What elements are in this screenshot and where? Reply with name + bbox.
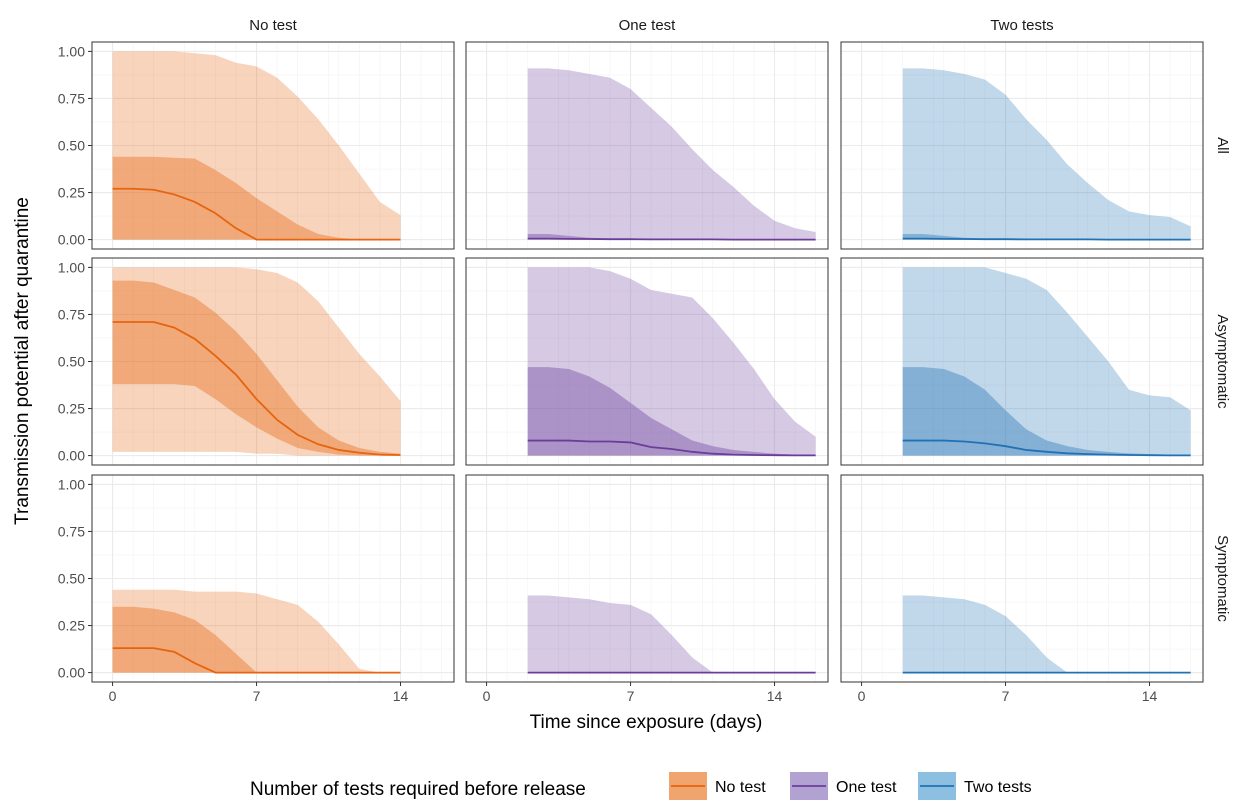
y-tick-label: 0.50: [58, 354, 85, 370]
y-tick-label: 1.00: [58, 43, 85, 59]
panel-border: [465, 41, 829, 250]
outer-interval-band: [902, 595, 1191, 673]
y-tick-label: 0.25: [58, 618, 85, 634]
legend-entry: One test: [790, 772, 897, 800]
y-tick-label: 0.75: [58, 90, 85, 106]
panel-border: [840, 257, 1204, 466]
x-tick-label: 0: [483, 688, 491, 704]
inner-interval-band: [112, 606, 401, 673]
legend-label: One test: [836, 779, 897, 796]
median-line: [112, 647, 401, 674]
outer-interval-band: [112, 267, 401, 456]
y-tick-label: 0.25: [58, 401, 85, 417]
panel-border: [840, 41, 1204, 250]
panel-border: [465, 474, 829, 683]
panel-border: [840, 474, 1204, 683]
facet-panel: [465, 257, 829, 466]
x-tick-label: 14: [1142, 688, 1158, 704]
median-line: [527, 439, 816, 457]
row-strip-label: Symptomatic: [1214, 535, 1231, 622]
outer-interval-band: [112, 51, 401, 240]
facet-panel: 0.00 0.25 0.50 0.75 1.00: [58, 257, 455, 466]
median-line: [902, 237, 1191, 241]
outer-interval-band: [902, 68, 1191, 240]
legend-entry: No test: [669, 772, 766, 800]
y-tick-label: 0.50: [58, 571, 85, 587]
outer-interval-band: [112, 589, 401, 673]
x-tick-label: 7: [253, 688, 261, 704]
median-line: [902, 439, 1191, 457]
inner-interval-band: [527, 367, 816, 456]
y-axis-title: Transmission potential after quarantine: [12, 197, 33, 525]
facet-panel: [840, 41, 1204, 250]
outer-interval-band: [527, 68, 816, 240]
x-tick-label: 0: [109, 688, 117, 704]
x-tick-label: 7: [1002, 688, 1010, 704]
y-tick-label: 1.00: [58, 259, 85, 275]
y-tick-label: 0.75: [58, 306, 85, 322]
facet-panel: [840, 257, 1204, 466]
median-line: [112, 321, 401, 456]
facet-panel: 0.00 0.25 0.50 0.75 1.00: [58, 41, 455, 250]
panel-grid: 0.00 0.25 0.50 0.75 1.00 0.00 0.25 0.50 0.75 1.00…: [58, 41, 1204, 704]
outer-interval-band: [527, 595, 816, 673]
x-axis-title: Time since exposure (days): [530, 712, 763, 733]
inner-interval-band: [112, 156, 401, 240]
column-strip-label: One test: [619, 17, 677, 34]
inner-interval-band: [527, 233, 816, 240]
y-tick-label: 0.00: [58, 232, 85, 248]
facet-panel: 0 7 14: [840, 474, 1204, 704]
x-tick-label: 0: [858, 688, 866, 704]
legend: Number of tests required before release N…: [250, 772, 1032, 800]
x-tick-label: 7: [627, 688, 635, 704]
row-strip-label: Asymptomatic: [1214, 314, 1231, 409]
facet-panel: [465, 41, 829, 250]
y-tick-label: 0.00: [58, 665, 85, 681]
median-line: [527, 237, 816, 241]
outer-interval-band: [902, 267, 1191, 456]
x-tick-label: 14: [393, 688, 409, 704]
column-strip-label: No test: [249, 17, 297, 34]
legend-label: No test: [715, 779, 766, 796]
y-tick-label: 1.00: [58, 476, 85, 492]
panel-border: [465, 257, 829, 466]
legend-entry: Two tests: [918, 772, 1032, 800]
inner-interval-band: [902, 233, 1191, 240]
column-strip-label: Two tests: [990, 17, 1053, 34]
y-tick-label: 0.00: [58, 448, 85, 464]
facet-panel: 0 7 14: [465, 474, 829, 704]
inner-interval-band: [112, 280, 401, 456]
legend-title: Number of tests required before release: [250, 779, 586, 800]
row-strip-label: All: [1214, 137, 1231, 154]
y-tick-label: 0.50: [58, 138, 85, 154]
outer-interval-band: [527, 267, 816, 456]
x-tick-label: 14: [767, 688, 783, 704]
inner-interval-band: [902, 367, 1191, 456]
facet-panel: 0.00 0.25 0.50 0.75 1.00 0 7 14: [58, 474, 455, 704]
legend-label: Two tests: [964, 779, 1032, 796]
y-tick-label: 0.25: [58, 185, 85, 201]
y-tick-label: 0.75: [58, 523, 85, 539]
median-line: [112, 187, 401, 241]
